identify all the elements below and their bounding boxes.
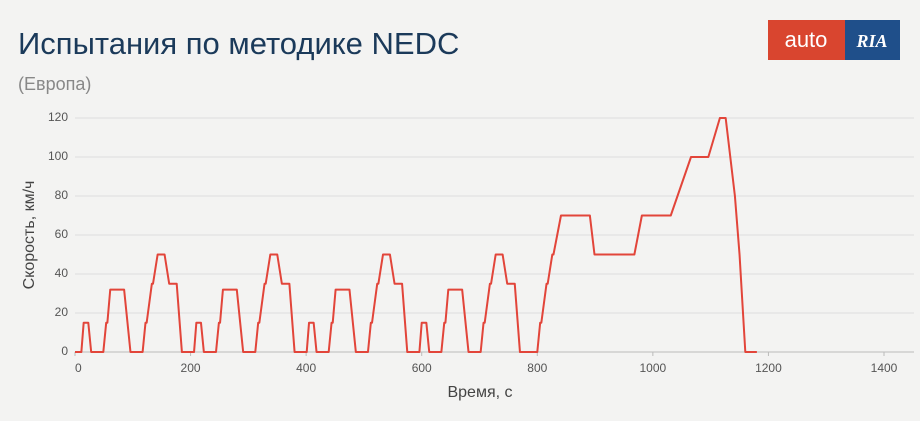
logo-mark: RIA (855, 31, 887, 51)
chart-subtitle: (Европа) (18, 74, 91, 94)
y-tick-label: 80 (55, 188, 69, 202)
x-tick-label: 1200 (755, 361, 782, 375)
y-axis-label: Скорость, км/ч (21, 181, 38, 290)
logo-box (768, 20, 845, 60)
x-tick-label: 1400 (871, 361, 898, 375)
x-tick-label: 600 (412, 361, 432, 375)
y-tick-label: 100 (48, 149, 68, 163)
x-tick-label: 1000 (640, 361, 667, 375)
y-tick-label: 40 (55, 266, 69, 280)
line (75, 117, 757, 353)
x-tick-label: 400 (296, 361, 316, 375)
chart-title: Испытания по методике NEDC (18, 26, 459, 61)
y-tick-label: 0 (61, 344, 68, 358)
y-tick-label: 20 (55, 305, 69, 319)
x-tick-label: 200 (181, 361, 201, 375)
logo-box (845, 20, 900, 60)
x-tick-label: 800 (527, 361, 547, 375)
y-tick-label: 60 (55, 227, 69, 241)
logo-text: auto (785, 27, 828, 52)
y-tick-label: 120 (48, 110, 68, 124)
x-axis-label: Время, с (447, 384, 512, 401)
x-tick-label: 0 (75, 361, 82, 375)
